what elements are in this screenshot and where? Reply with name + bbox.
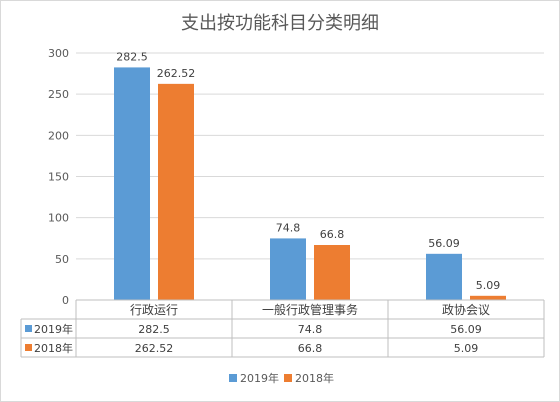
table-series-name: 2018年: [34, 341, 73, 355]
bar: [270, 238, 306, 300]
y-tick-label: 200: [48, 129, 69, 142]
legend-label: 2019年: [240, 371, 279, 385]
bar: [114, 67, 150, 301]
data-label: 66.8: [320, 228, 345, 241]
table-cell: 282.5: [138, 323, 170, 336]
x-category-label: 一般行政管理事务: [262, 302, 358, 317]
y-tick-label: 150: [48, 171, 69, 184]
chart-title: 支出按功能科目分类明细: [181, 13, 379, 34]
table-cell: 74.8: [298, 323, 323, 336]
bars: 282.5 262.52 74.8 66.8 56.09 5.09: [114, 50, 506, 301]
legend-swatch: [229, 374, 237, 382]
data-table: 行政运行 一般行政管理事务 政协会议 2019年 282.5 74.8 56.09 2018年…: [20, 299, 545, 358]
gridlines: [76, 52, 544, 301]
table-cell: 56.09: [450, 323, 482, 336]
x-category-label: 行政运行: [130, 303, 178, 317]
legend-label: 2018年: [295, 371, 334, 385]
data-label: 56.09: [428, 237, 460, 250]
table-legend-key: [25, 344, 32, 351]
x-category-label: 政协会议: [442, 302, 490, 317]
bar: [426, 253, 462, 300]
data-label: 74.8: [276, 221, 301, 234]
table-cell: 5.09: [454, 342, 479, 355]
y-tick-label: 250: [48, 88, 69, 101]
legend: 2019年 2018年: [229, 371, 334, 385]
bar: [158, 83, 194, 300]
table-cell: 262.52: [135, 342, 174, 355]
y-tick-label: 50: [55, 253, 69, 266]
bar: [314, 245, 350, 300]
table-legend-key: [25, 325, 32, 332]
y-tick-label: 100: [48, 212, 69, 225]
data-label: 262.52: [157, 67, 196, 80]
table-cell: 66.8: [298, 342, 323, 355]
bar: [470, 295, 506, 300]
y-axis: 0 50 100 150 200 250 300: [48, 47, 69, 307]
y-tick-label: 0: [62, 294, 69, 307]
y-tick-label: 300: [48, 47, 69, 60]
legend-swatch: [284, 374, 292, 382]
data-label: 282.5: [116, 50, 148, 63]
data-label: 5.09: [476, 279, 501, 292]
table-series-name: 2019年: [34, 322, 73, 336]
